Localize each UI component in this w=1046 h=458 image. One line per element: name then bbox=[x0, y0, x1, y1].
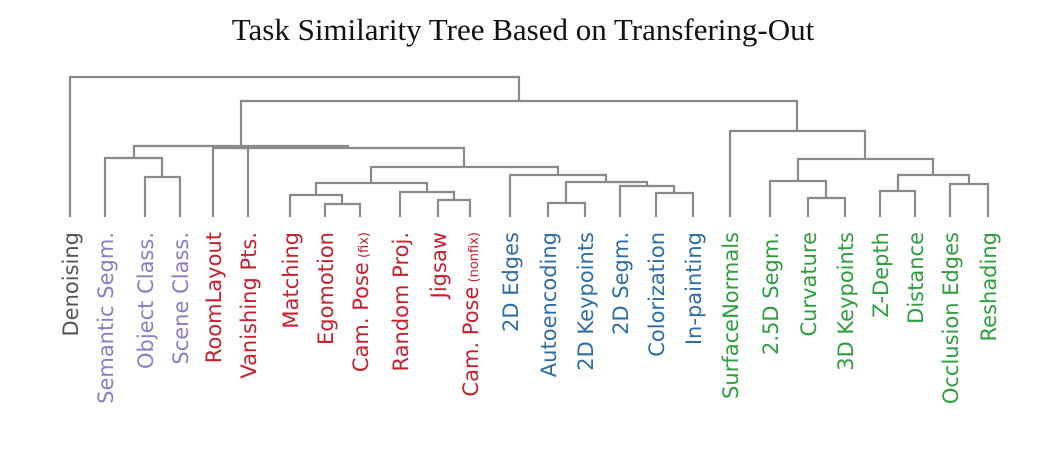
dendrogram-link-20 bbox=[948, 182, 990, 217]
leaf-label-25: Occlusion Edges bbox=[939, 232, 963, 404]
dendrogram-link-3 bbox=[211, 146, 250, 217]
leaf-label-8: Egomotion bbox=[314, 232, 338, 345]
leaf-label-4: Scene Class. bbox=[169, 232, 193, 365]
dendrogram-link-6 bbox=[436, 198, 472, 217]
diagram-title: Task Similarity Tree Based on Transferin… bbox=[231, 12, 815, 47]
dendrogram-link-25 bbox=[68, 75, 521, 217]
dendrogram-link-4 bbox=[323, 202, 362, 217]
dendrogram-link-19 bbox=[878, 189, 917, 217]
dendrogram-link-17 bbox=[806, 196, 847, 217]
leaf-label-20: 2.5D Segm. bbox=[759, 232, 783, 355]
leaf-label-24: Distance bbox=[904, 232, 928, 324]
leaf-label-9: Cam. Pose (fix) bbox=[349, 232, 373, 372]
leaf-label-26: Reshading bbox=[977, 232, 1001, 342]
dendrogram-link-24 bbox=[239, 99, 799, 146]
dendrogram-link-8 bbox=[314, 181, 429, 195]
dendrogram-link-10 bbox=[654, 191, 695, 217]
leaf-label-23: Z-Depth bbox=[869, 232, 893, 318]
leaf-label-11: Jigsaw bbox=[427, 232, 451, 300]
leaf-label-12: Cam. Pose (nonfix) bbox=[459, 232, 483, 397]
dendrogram-link-15 bbox=[232, 146, 466, 167]
dendrogram-link-7 bbox=[398, 190, 456, 217]
leaf-label-7: Matching bbox=[279, 232, 303, 329]
leaf-label-15: 2D Keypoints bbox=[574, 232, 598, 371]
leaf-label-18: In-painting bbox=[682, 232, 706, 345]
leaf-label-1: Denoising bbox=[59, 232, 83, 337]
leaf-label-10: Random Proj. bbox=[389, 232, 413, 371]
leaf-label-5: RoomLayout bbox=[202, 232, 226, 363]
leaf-label-21: Curvature bbox=[797, 232, 821, 337]
leaf-label-13: 2D Edges bbox=[499, 232, 523, 332]
leaf-label-2: Semantic Segm. bbox=[94, 232, 118, 404]
dendrogram-branches bbox=[68, 75, 990, 217]
dendrogram-link-2 bbox=[103, 156, 164, 217]
leaf-labels: Denoising Semantic Segm. Object Class. Scen… bbox=[59, 232, 1001, 404]
leaf-label-17: Colorization bbox=[645, 232, 669, 357]
leaf-label-22: 3D Keypoints bbox=[834, 232, 858, 371]
dendrogram-link-5 bbox=[288, 193, 344, 217]
dendrogram-link-11 bbox=[618, 184, 676, 217]
leaf-label-19: SurfaceNormals bbox=[719, 232, 743, 399]
dendrogram-link-22 bbox=[796, 157, 935, 181]
dendrogram-link-9 bbox=[546, 201, 587, 217]
leaf-label-16: 2D Segm. bbox=[609, 232, 633, 335]
leaf-label-14: Autoencoding bbox=[537, 232, 561, 377]
leaf-label-3: Object Class. bbox=[134, 232, 158, 369]
leaf-label-6: Vanishing Pts. bbox=[237, 232, 261, 379]
dendrogram-link-1 bbox=[143, 175, 182, 217]
